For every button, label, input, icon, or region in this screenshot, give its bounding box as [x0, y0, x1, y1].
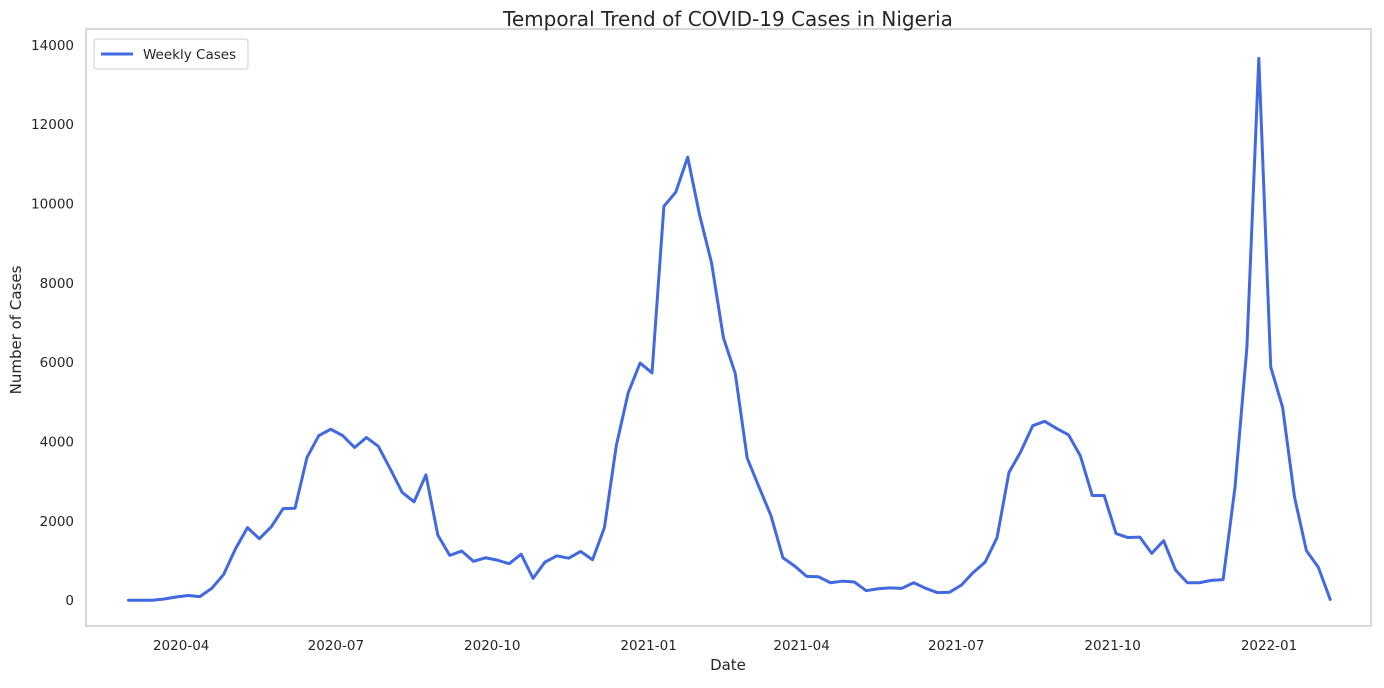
y-tick-label: 2000 — [40, 514, 74, 530]
y-tick-label: 10000 — [31, 197, 74, 213]
x-axis-ticks: 2020-04 2020-07 2020-10 2021-01 2021-04 2021-… — [153, 638, 1297, 654]
y-tick-label: 6000 — [40, 355, 74, 371]
x-tick-label: 2020-10 — [464, 638, 520, 654]
x-tick-label: 2021-10 — [1084, 638, 1140, 654]
y-tick-label: 12000 — [31, 117, 74, 133]
series-line-weekly-cases — [126, 56, 1332, 602]
x-tick-label: 2020-04 — [153, 638, 209, 654]
series-layer — [126, 56, 1332, 602]
x-tick-label: 2020-07 — [308, 638, 364, 654]
axes-frame — [85, 28, 1372, 627]
y-tick-label: 0 — [65, 593, 74, 609]
x-tick-label: 2021-01 — [620, 638, 676, 654]
chart-title: Temporal Trend of COVID-19 Cases in Nige… — [502, 7, 953, 31]
x-tick-label: 2022-01 — [1241, 638, 1297, 654]
legend-label-weekly-cases: Weekly Cases — [143, 47, 236, 63]
legend: Weekly Cases — [93, 38, 249, 70]
y-tick-label: 14000 — [31, 38, 74, 54]
x-tick-label: 2021-07 — [928, 638, 984, 654]
y-axis-ticks: 0 2000 4000 6000 8000 10000 12000 14000 — [31, 38, 74, 609]
legend-box — [93, 38, 249, 70]
x-axis-label: Date — [710, 656, 746, 674]
y-tick-label: 8000 — [40, 276, 74, 292]
x-tick-label: 2021-04 — [773, 638, 829, 654]
y-axis-label: Number of Cases — [7, 265, 25, 394]
y-tick-label: 4000 — [40, 435, 74, 451]
